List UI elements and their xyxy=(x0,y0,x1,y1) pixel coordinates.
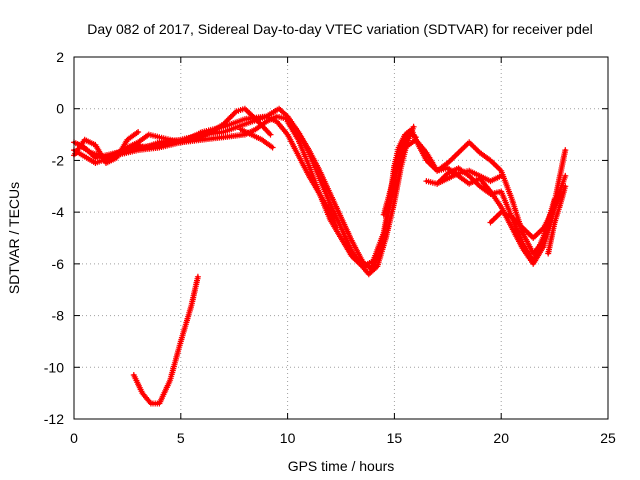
series-sat-j xyxy=(487,191,564,241)
series-sat-d xyxy=(71,113,417,278)
series-line xyxy=(132,275,200,405)
series-sat-k xyxy=(545,183,569,257)
series-markers xyxy=(71,113,417,278)
series-sat-e xyxy=(124,113,340,231)
x-tick-label: 5 xyxy=(177,430,185,446)
chart-title: Day 082 of 2017, Sidereal Day-to-day VTE… xyxy=(87,21,593,37)
series-sat-m xyxy=(237,126,276,151)
y-tick-label: 0 xyxy=(56,101,64,117)
y-tick-label: -12 xyxy=(44,411,64,427)
series-sat-i xyxy=(434,167,505,187)
series-markers xyxy=(545,183,569,257)
series-group xyxy=(71,105,569,407)
y-tick-label: 2 xyxy=(56,49,64,65)
y-tick-label: -2 xyxy=(52,152,65,168)
x-tick-label: 15 xyxy=(387,430,403,446)
y-axis-label: SDTVAR / TECUs xyxy=(6,182,22,294)
y-tick-label: -4 xyxy=(52,204,65,220)
ticks: 0 5 10 15 20 25 -12 -10 -8 -6 -4 -2 0 2 xyxy=(44,49,616,446)
x-tick-label: 20 xyxy=(493,430,509,446)
x-tick-label: 0 xyxy=(70,430,78,446)
y-tick-label: -10 xyxy=(44,359,64,375)
y-tick-label: -8 xyxy=(52,308,65,324)
series-sat-l xyxy=(130,273,201,407)
series-markers xyxy=(434,167,505,187)
plot-frame xyxy=(73,56,609,420)
series-markers xyxy=(487,191,564,241)
series-markers xyxy=(130,273,201,407)
x-tick-label: 10 xyxy=(280,430,296,446)
y-tick-label: -6 xyxy=(52,256,65,272)
x-axis-label: GPS time / hours xyxy=(288,458,395,474)
x-tick-label: 25 xyxy=(600,430,616,446)
series-markers xyxy=(124,113,340,231)
series-markers xyxy=(237,126,276,151)
